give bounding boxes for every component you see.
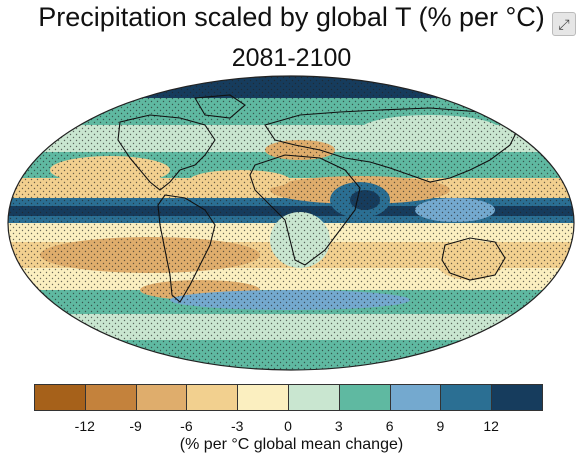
precipitation-map [0, 70, 583, 375]
colorbar-cell [338, 384, 391, 411]
figure-title: Precipitation scaled by global T (% per … [38, 2, 545, 32]
australia-outline [441, 237, 506, 281]
colorbar-cell [491, 384, 543, 411]
globe-outline [7, 75, 575, 371]
colorbar-tick-label: 9 [436, 418, 445, 434]
colorbar-tick-label: 0 [284, 418, 292, 434]
colorbar [34, 384, 543, 411]
colorbar-tick-label: -6 [180, 418, 193, 434]
eurasia-outline [264, 107, 521, 183]
colorbar-tick-label: 6 [385, 418, 394, 434]
expand-icon[interactable]: ⤢ [552, 12, 576, 36]
colorbar-tick-label: 12 [483, 418, 499, 434]
greenland-outline [194, 94, 246, 119]
colorbar-cell [84, 384, 137, 411]
coastlines [117, 94, 521, 303]
colorbar-cell [186, 384, 239, 411]
colorbar-cell [34, 384, 86, 411]
north-america-outline [117, 114, 216, 191]
period-label: 2081-2100 [231, 44, 352, 72]
stippling [8, 76, 574, 370]
colorbar-tick-label: -12 [74, 418, 95, 434]
colorbar-cell [440, 384, 493, 411]
colorbar-tick-label: -3 [230, 418, 244, 434]
colorbar-cell [135, 384, 188, 411]
colorbar-cell [237, 384, 289, 411]
colorbar-units-label: (% per °C global mean change) [179, 436, 404, 453]
africa-outline [249, 154, 361, 266]
colorbar-tick-label: -9 [129, 418, 142, 434]
colorbar-cell [288, 384, 340, 411]
title-area: Precipitation scaled by global T (% per … [0, 0, 583, 40]
colorbar-cell [389, 384, 442, 411]
south-america-outline [157, 194, 216, 303]
map-field [8, 76, 574, 370]
map-svg [7, 75, 575, 371]
colorbar-tick-label: 3 [334, 418, 343, 434]
